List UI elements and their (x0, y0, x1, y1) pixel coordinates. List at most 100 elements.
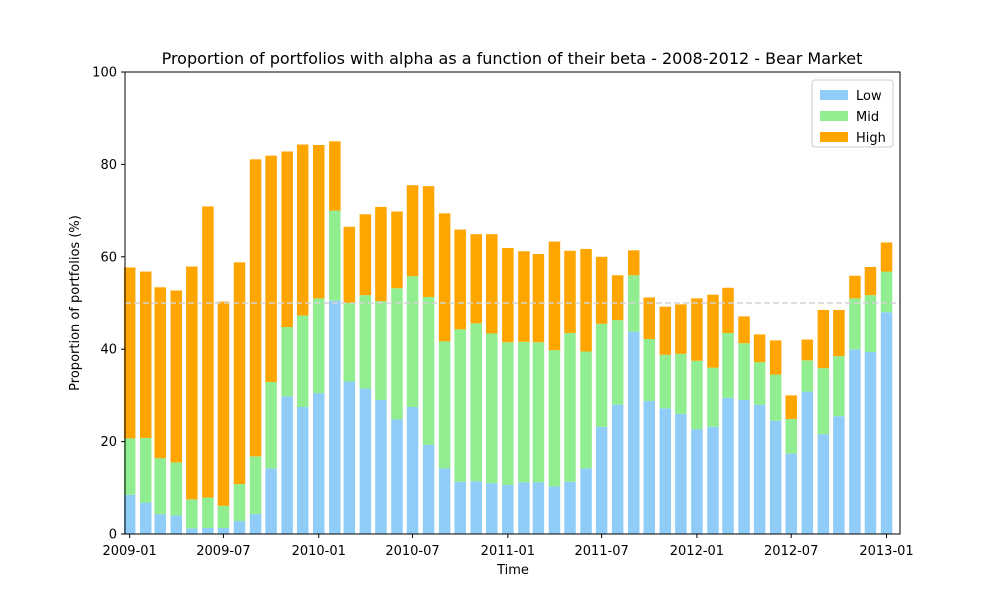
bar-low-2009-12-01 (296, 406, 309, 534)
bar-mid-2009-08-01 (233, 484, 246, 522)
bar-low-2011-01-01 (502, 485, 514, 534)
bar-low-2009-03-01 (154, 514, 166, 534)
bar-mid-2012-05-01 (753, 362, 766, 405)
bar-mid-2010-01-01 (313, 298, 325, 394)
bar-high-2009-04-01 (170, 290, 183, 463)
bar-mid-2009-02-01 (139, 437, 152, 503)
bar-high-2012-10-01 (833, 309, 845, 357)
bar-low-2012-01-01 (691, 429, 703, 534)
bar-mid-2012-04-01 (738, 343, 750, 401)
bar-low-2012-12-01 (864, 351, 877, 534)
bar-low-2009-04-01 (170, 515, 183, 534)
bar-high-2010-10-01 (454, 229, 466, 330)
bar-high-2012-03-01 (722, 287, 734, 334)
bar-high-2009-02-01 (139, 271, 152, 438)
bar-low-2011-12-01 (675, 413, 687, 534)
legend-label-low: Low (856, 89, 882, 104)
plot-area: 0 20 40 60 80 100 2009-01 2009-07 2010-01 2010-07… (92, 66, 914, 560)
legend-label-high: High (856, 131, 886, 146)
bar-high-2009-01-01 (123, 267, 136, 439)
bar-high-2012-02-01 (707, 294, 719, 368)
bar-high-2010-09-01 (438, 213, 451, 342)
legend-swatch-mid (820, 111, 848, 121)
bar-high-2012-12-01 (864, 266, 877, 296)
bar-mid-2011-12-01 (675, 353, 687, 414)
bar-mid-2010-07-01 (406, 276, 419, 407)
bar-mid-2010-04-01 (359, 295, 372, 389)
bar-high-2009-12-01 (296, 144, 309, 316)
bar-high-2010-03-01 (343, 226, 356, 303)
bar-high-2012-05-01 (753, 334, 766, 363)
x-tick-label: 2010-01 (292, 544, 346, 559)
bar-high-2009-03-01 (154, 287, 166, 459)
bar-low-2012-11-01 (849, 349, 861, 534)
bar-high-2012-01-01 (691, 298, 703, 361)
bar-high-2010-07-01 (406, 185, 419, 277)
bar-mid-2012-12-01 (864, 295, 877, 352)
bar-low-2012-06-01 (769, 420, 782, 534)
bar-mid-2010-05-01 (375, 301, 387, 401)
bar-low-2013-01-01 (880, 312, 893, 534)
bar-mid-2010-03-01 (343, 303, 356, 382)
bar-high-2012-07-01 (785, 395, 797, 419)
bar-low-2009-10-01 (265, 468, 277, 534)
bar-mid-2011-02-01 (518, 341, 530, 483)
bar-high-2010-08-01 (422, 186, 435, 297)
bar-high-2011-08-01 (611, 275, 624, 321)
bar-low-2010-12-01 (486, 483, 498, 534)
bar-low-2009-07-01 (217, 527, 230, 534)
legend-swatch-low (820, 90, 848, 100)
y-tick-label: 0 (109, 528, 117, 543)
bar-mid-2012-07-01 (785, 418, 797, 454)
x-tick-label: 2013-01 (859, 544, 913, 559)
y-tick-label: 60 (100, 250, 117, 265)
x-tick-label: 2009-01 (102, 544, 156, 559)
bar-low-2010-03-01 (343, 381, 356, 534)
bar-mid-2010-08-01 (422, 296, 435, 445)
y-tick-label: 100 (92, 66, 117, 81)
bar-mid-2013-01-01 (880, 271, 893, 313)
x-tick-label: 2010-07 (385, 544, 439, 559)
bar-mid-2010-09-01 (438, 341, 451, 469)
bar-high-2012-08-01 (801, 339, 814, 361)
bar-mid-2009-07-01 (217, 505, 230, 528)
bar-mid-2011-03-01 (532, 342, 545, 483)
bar-low-2010-11-01 (470, 481, 482, 534)
bar-low-2011-03-01 (532, 482, 545, 534)
bar-low-2010-04-01 (359, 388, 372, 534)
bar-high-2011-04-01 (548, 241, 561, 351)
bar-high-2010-02-01 (329, 141, 341, 211)
bar-mid-2012-10-01 (833, 356, 845, 417)
y-axis-label: Proportion of portfolios (%) (68, 215, 83, 391)
bar-mid-2011-06-01 (580, 351, 592, 469)
bar-low-2012-03-01 (722, 397, 734, 534)
bar-low-2010-07-01 (406, 406, 419, 534)
bar-low-2010-09-01 (438, 468, 451, 534)
bar-high-2011-05-01 (564, 250, 576, 334)
bar-low-2012-02-01 (707, 426, 719, 534)
legend-swatch-high (820, 132, 848, 142)
bar-low-2011-06-01 (580, 468, 592, 534)
bar-low-2009-06-01 (202, 527, 214, 534)
bar-low-2011-09-01 (627, 331, 640, 534)
x-tick-label: 2009-07 (196, 544, 250, 559)
bar-high-2012-04-01 (738, 316, 750, 344)
legend: Low Mid High (811, 79, 894, 148)
bar-mid-2011-11-01 (659, 354, 672, 409)
bar-mid-2011-04-01 (548, 350, 561, 487)
bar-low-2009-05-01 (186, 528, 198, 534)
bar-low-2011-07-01 (595, 426, 608, 534)
bar-mid-2012-01-01 (691, 360, 703, 430)
bar-mid-2012-08-01 (801, 360, 814, 392)
bar-high-2011-09-01 (627, 250, 640, 276)
bar-low-2012-04-01 (738, 400, 750, 534)
bar-low-2011-10-01 (643, 400, 656, 534)
series-high-bars (123, 141, 893, 506)
bar-mid-2012-03-01 (722, 333, 734, 398)
bar-low-2010-05-01 (375, 400, 387, 534)
bar-high-2013-01-01 (880, 242, 893, 272)
bar-high-2011-01-01 (502, 248, 514, 343)
bar-mid-2011-07-01 (595, 323, 608, 427)
bar-low-2011-05-01 (564, 481, 576, 534)
